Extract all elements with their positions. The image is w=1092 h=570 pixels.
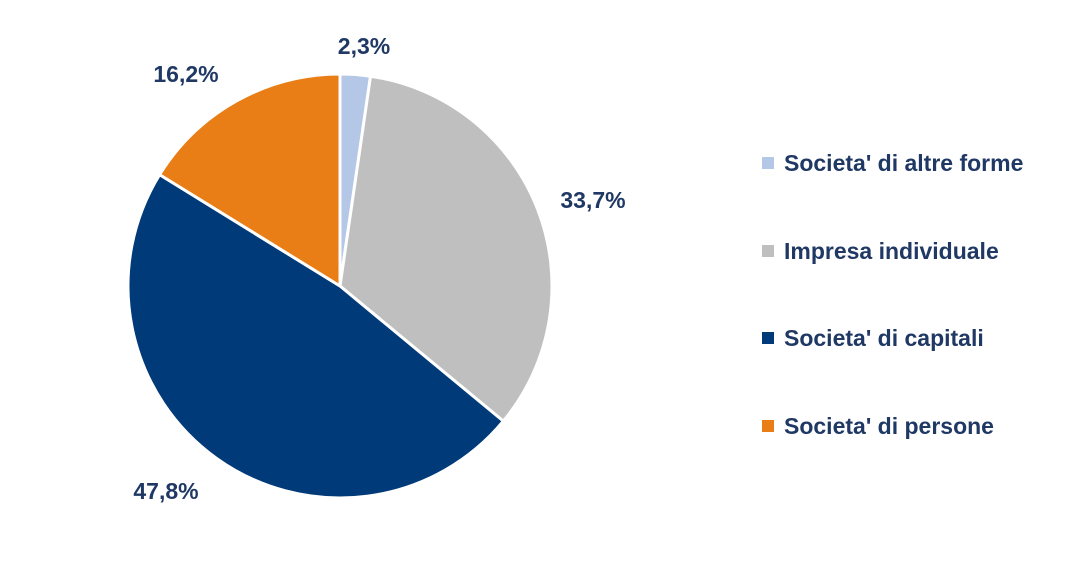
legend-item-impresa-individuale: Impresa individuale [762, 234, 1052, 269]
legend-key-altre-forme [762, 157, 774, 169]
legend-label-altre-forme: Societa' di altre forme [784, 150, 1024, 176]
pie-slice-persone [158, 72, 342, 288]
data-label-persone: 16,2% [153, 61, 218, 87]
data-label-capitali: 47,8% [133, 478, 198, 504]
data-label-impresa-individuale: 33,7% [560, 187, 625, 213]
legend-item-altre-forme: Societa' di altre forme [762, 146, 1052, 181]
legend-label-impresa-individuale: Impresa individuale [784, 238, 999, 264]
pie-slice-capitali [126, 173, 505, 500]
data-label-altre-forme: 2,3% [338, 33, 390, 59]
pie-slice-impresa-individuale [338, 74, 554, 423]
legend-key-impresa-individuale [762, 245, 774, 257]
legend-item-capitali: Societa' di capitali [762, 321, 1052, 356]
legend-label-persone: Societa' di persone [784, 413, 994, 439]
legend-key-capitali [762, 332, 774, 344]
legend-item-persone: Societa' di persone [762, 409, 1052, 444]
legend-label-capitali: Societa' di capitali [784, 325, 984, 351]
legend-key-persone [762, 420, 774, 432]
